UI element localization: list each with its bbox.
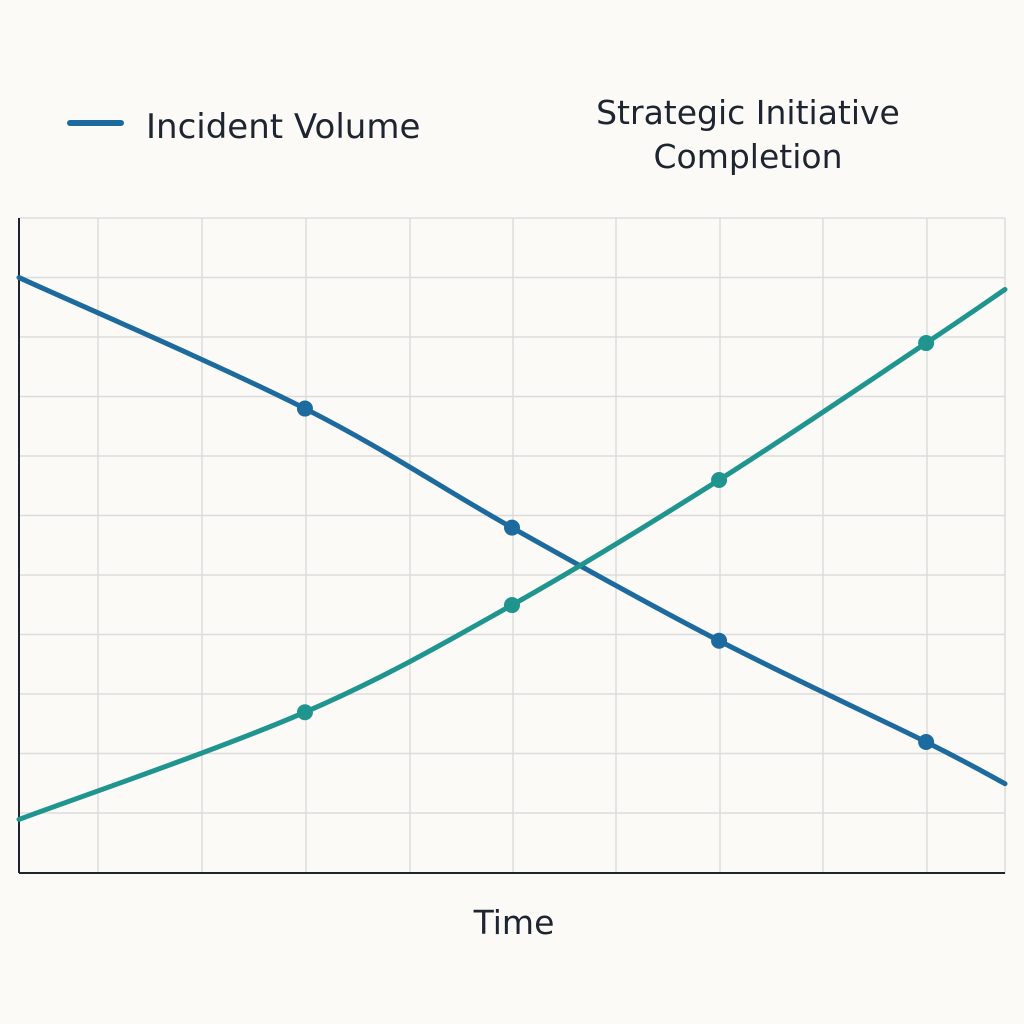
legend-label-strategic-initiative-completion: Strategic Initiative Completion	[596, 93, 900, 176]
x-axis-label: Time	[473, 903, 555, 942]
grid	[19, 217, 1006, 873]
legend-label-incident-volume: Incident Volume	[146, 107, 420, 147]
data-point-incident-volume	[918, 734, 935, 750]
data-point-incident-volume	[296, 400, 313, 417]
data-point-strategic-initiative-completion	[296, 704, 313, 721]
data-point-incident-volume	[711, 632, 728, 649]
data-point-strategic-initiative-completion	[918, 335, 935, 352]
legend: Incident Volume Strategic Initiative Comp…	[67, 93, 900, 176]
axes	[18, 218, 1005, 874]
series-line-strategic-initiative-completion	[16, 286, 1008, 822]
data-point-incident-volume	[504, 519, 520, 536]
data-point-strategic-initiative-completion	[504, 597, 520, 614]
series-layer	[16, 275, 1008, 822]
series-line-incident-volume	[16, 275, 1008, 787]
data-point-strategic-initiative-completion	[711, 472, 728, 488]
